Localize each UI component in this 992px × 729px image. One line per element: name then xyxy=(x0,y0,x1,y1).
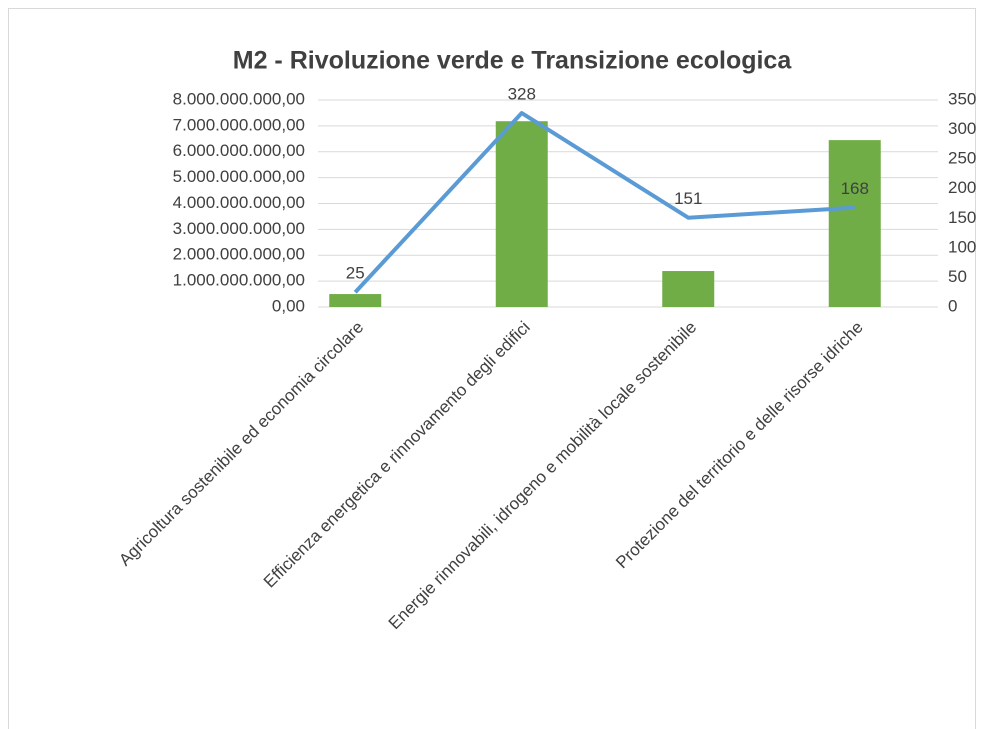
y2-tick-label: 300 xyxy=(948,119,976,138)
y2-tick-label: 150 xyxy=(948,208,976,227)
y2-tick-label: 50 xyxy=(948,267,967,286)
data-label: 328 xyxy=(508,84,536,103)
y2-tick-label: 100 xyxy=(948,237,976,256)
chart-frame xyxy=(8,8,976,729)
chart-title: M2 - Rivoluzione verde e Transizione eco… xyxy=(233,47,793,75)
data-label: 151 xyxy=(674,189,702,208)
bar xyxy=(662,271,715,307)
y-tick-label: 7.000.000.000,00 xyxy=(173,115,305,134)
y-tick-label: 2.000.000.000,00 xyxy=(173,245,305,264)
line xyxy=(353,111,855,294)
y-tick-label: 1.000.000.000,00 xyxy=(173,271,305,290)
y-tick-label: 5.000.000.000,00 xyxy=(173,167,305,186)
bar xyxy=(495,121,548,307)
y2-tick-label: 200 xyxy=(948,178,976,197)
y-tick-label: 8.000.000.000,00 xyxy=(173,89,305,108)
bar xyxy=(828,140,881,307)
y2-tick-label: 0 xyxy=(948,296,957,315)
y2-tick-label: 250 xyxy=(948,149,976,168)
data-label: 168 xyxy=(841,179,869,198)
y2-tick-label: 350 xyxy=(948,89,976,108)
data-label: 25 xyxy=(346,264,365,283)
y-tick-label: 4.000.000.000,00 xyxy=(173,193,305,212)
y-tick-label: 6.000.000.000,00 xyxy=(173,141,305,160)
y-tick-label: 0,00 xyxy=(272,296,305,315)
bar xyxy=(329,294,382,307)
y-tick-label: 3.000.000.000,00 xyxy=(173,219,305,238)
